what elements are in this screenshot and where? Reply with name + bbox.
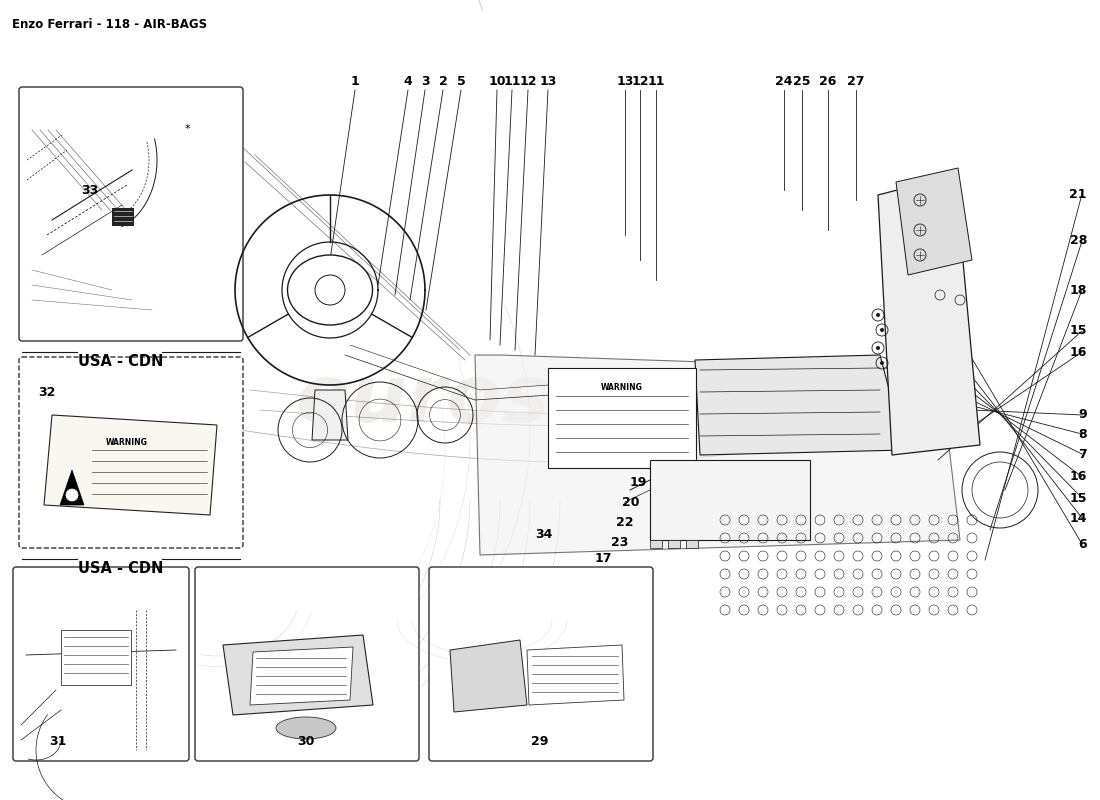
Circle shape bbox=[315, 275, 345, 305]
Text: Enzo Ferrari - 118 - AIR-BAGS: Enzo Ferrari - 118 - AIR-BAGS bbox=[12, 18, 207, 31]
Bar bbox=[112, 208, 134, 226]
Circle shape bbox=[876, 313, 880, 317]
FancyBboxPatch shape bbox=[13, 567, 189, 761]
Text: 25: 25 bbox=[793, 75, 811, 88]
Text: 8: 8 bbox=[1078, 427, 1087, 441]
Text: 11: 11 bbox=[647, 75, 664, 88]
Polygon shape bbox=[44, 415, 217, 515]
Circle shape bbox=[880, 328, 884, 332]
Text: 23: 23 bbox=[610, 535, 628, 549]
Text: 13: 13 bbox=[539, 75, 557, 88]
Text: 19: 19 bbox=[630, 475, 648, 489]
Text: eurospares: eurospares bbox=[296, 361, 804, 439]
Circle shape bbox=[66, 489, 78, 501]
Text: 21: 21 bbox=[1069, 187, 1087, 201]
Text: WARNING: WARNING bbox=[106, 438, 147, 447]
Bar bbox=[60, 630, 131, 685]
Polygon shape bbox=[250, 647, 353, 705]
Text: WARNING: WARNING bbox=[601, 383, 642, 392]
Polygon shape bbox=[695, 355, 905, 455]
Text: 3: 3 bbox=[420, 75, 429, 88]
Text: 7: 7 bbox=[1078, 447, 1087, 461]
Text: 2: 2 bbox=[439, 75, 448, 88]
Text: 30: 30 bbox=[297, 735, 315, 748]
Ellipse shape bbox=[276, 717, 336, 739]
Text: 12: 12 bbox=[519, 75, 537, 88]
Polygon shape bbox=[527, 645, 624, 705]
Text: USA - CDN: USA - CDN bbox=[78, 561, 164, 576]
Text: 9: 9 bbox=[1078, 409, 1087, 422]
Text: 1: 1 bbox=[351, 75, 360, 88]
Polygon shape bbox=[896, 168, 972, 275]
FancyBboxPatch shape bbox=[19, 87, 243, 341]
Ellipse shape bbox=[287, 255, 373, 325]
Text: 4: 4 bbox=[404, 75, 412, 88]
Polygon shape bbox=[450, 640, 527, 712]
Bar bbox=[650, 460, 810, 540]
Text: 12: 12 bbox=[631, 75, 649, 88]
Bar bbox=[686, 540, 698, 548]
Text: 22: 22 bbox=[616, 517, 634, 530]
Text: 16: 16 bbox=[1069, 346, 1087, 358]
Polygon shape bbox=[223, 635, 373, 715]
Text: 28: 28 bbox=[1069, 234, 1087, 247]
Text: 24: 24 bbox=[776, 75, 793, 88]
Text: 17: 17 bbox=[595, 551, 613, 565]
Polygon shape bbox=[475, 355, 960, 555]
Text: 31: 31 bbox=[50, 735, 67, 748]
Text: 18: 18 bbox=[1069, 283, 1087, 297]
Text: 26: 26 bbox=[820, 75, 837, 88]
Polygon shape bbox=[60, 470, 84, 505]
Polygon shape bbox=[312, 390, 348, 440]
Text: 11: 11 bbox=[504, 75, 520, 88]
Circle shape bbox=[880, 361, 884, 365]
Text: 6: 6 bbox=[1078, 538, 1087, 550]
Bar bbox=[548, 368, 696, 468]
Text: 10: 10 bbox=[488, 75, 506, 88]
Bar bbox=[668, 540, 680, 548]
Text: 14: 14 bbox=[1069, 511, 1087, 525]
Text: 5: 5 bbox=[456, 75, 465, 88]
Text: 29: 29 bbox=[531, 735, 549, 748]
Text: USA - CDN: USA - CDN bbox=[78, 354, 164, 369]
Text: 32: 32 bbox=[39, 386, 56, 398]
Text: *: * bbox=[184, 124, 190, 134]
Text: 33: 33 bbox=[81, 183, 99, 197]
Text: 16: 16 bbox=[1069, 470, 1087, 483]
Text: 13: 13 bbox=[616, 75, 634, 88]
Text: 34: 34 bbox=[535, 529, 552, 542]
FancyBboxPatch shape bbox=[19, 357, 243, 548]
Text: 27: 27 bbox=[847, 75, 865, 88]
Text: 20: 20 bbox=[621, 495, 639, 509]
Text: 15: 15 bbox=[1069, 325, 1087, 338]
Circle shape bbox=[876, 346, 880, 350]
FancyBboxPatch shape bbox=[429, 567, 653, 761]
Polygon shape bbox=[878, 175, 980, 455]
Bar bbox=[650, 540, 662, 548]
Text: 15: 15 bbox=[1069, 491, 1087, 505]
FancyBboxPatch shape bbox=[195, 567, 419, 761]
